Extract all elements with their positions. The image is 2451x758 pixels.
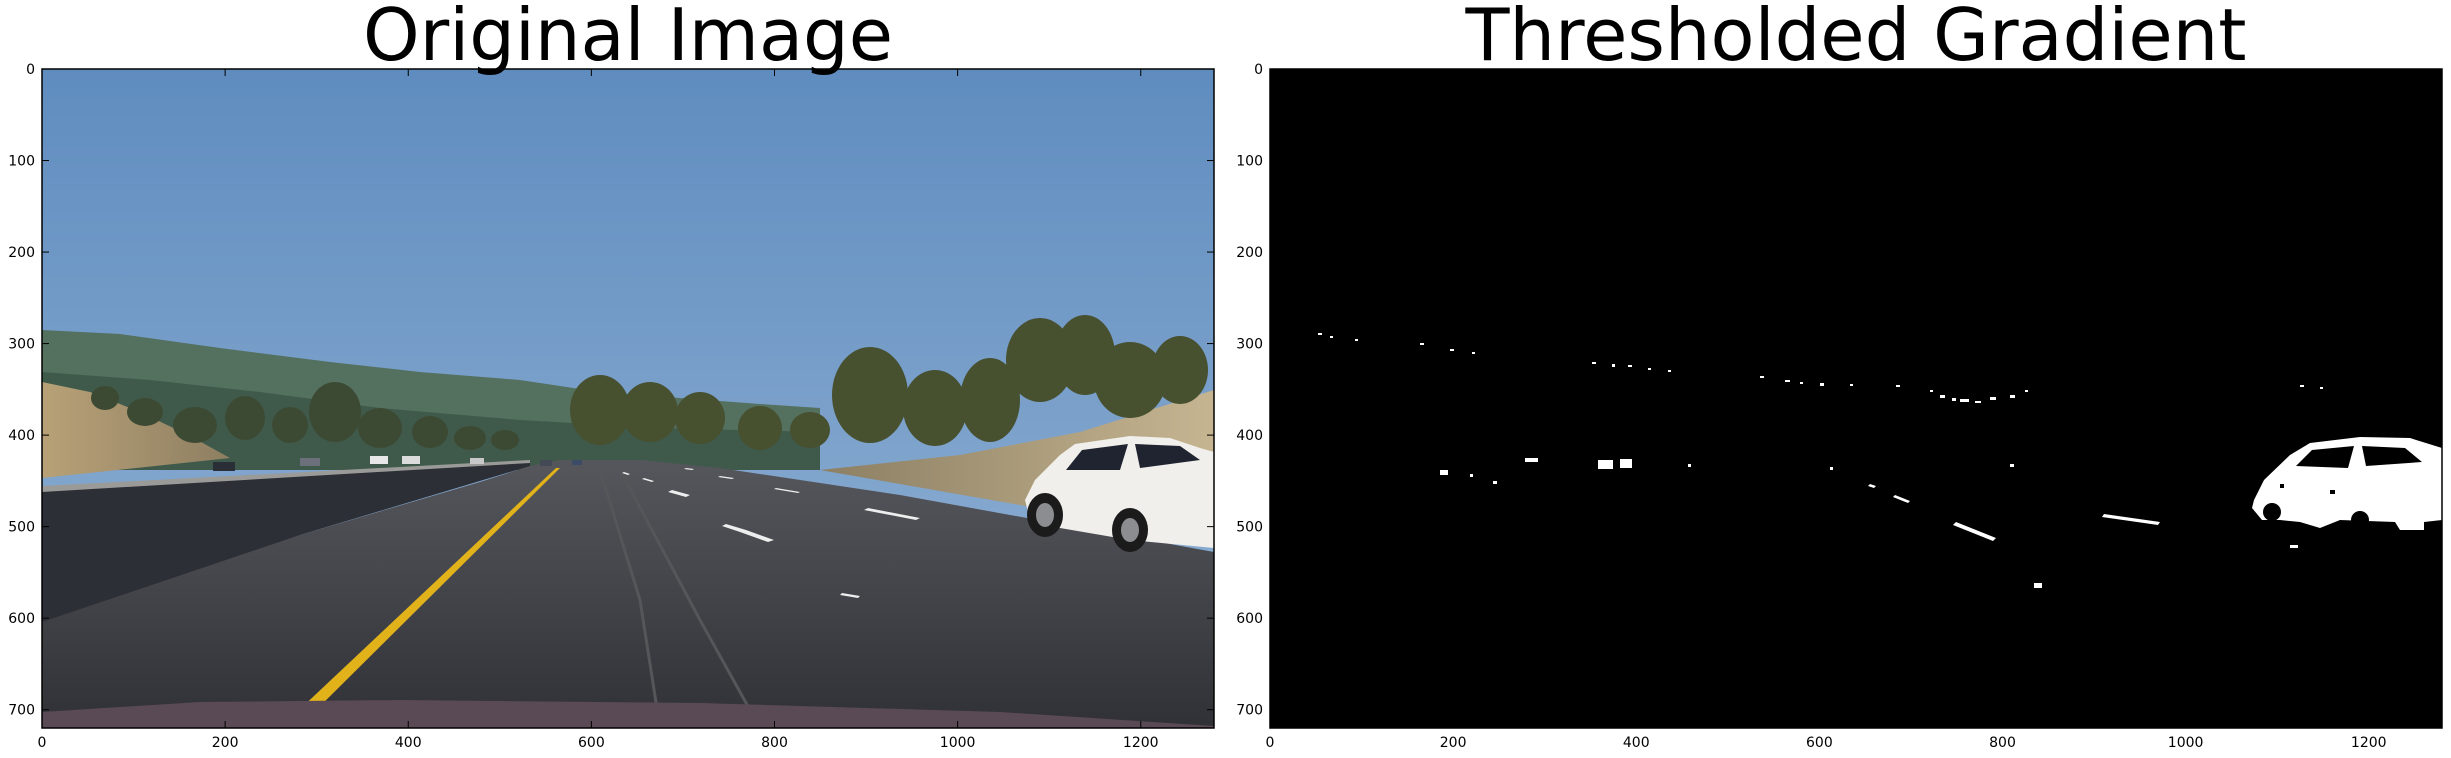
left-tree-line [91,382,519,450]
car-hood [42,700,1214,728]
thresholded-gradient-panel: 0 200 400 600 800 1000 1200 0 100 200 300 400 500 600… [1236,0,2443,751]
y-tick-label: 500 [8,520,35,536]
left-axes-frame [41,68,1215,729]
y-tick-label: 700 [8,703,35,719]
left-embankment [42,382,230,478]
y-tick-label: 400 [1236,428,1263,444]
road-surface [42,460,1214,728]
original-image-panel: 0 200 400 600 800 1000 1200 0 100 200 300 400 500 600… [8,0,1215,751]
left-axis-ticks: 0 200 400 600 800 1000 1200 0 100 200 300 400 500 600… [8,62,1214,751]
mask-car-gaps [2263,446,2422,529]
x-tick-label: 0 [38,735,47,751]
road-tracks [598,469,762,728]
y-tick-label: 300 [8,337,35,353]
x-tick-label: 600 [1806,735,1833,751]
right-axes-frame [1269,68,2443,729]
y-tick-label: 100 [8,154,35,170]
right-panel-title: Thresholded Gradient [1464,0,2246,77]
y-tick-label: 0 [1254,62,1263,78]
right-axis-ticks: 0 200 400 600 800 1000 1200 0 100 200 300 400 500 600… [1236,62,2442,751]
road-photo [42,69,1214,728]
distant-cars [213,456,582,471]
y-tick-label: 200 [1236,245,1263,261]
concrete-barrier [42,462,530,622]
y-tick-label: 700 [1236,703,1263,719]
barrier-top [42,460,530,492]
left-panel-title: Original Image [363,0,893,77]
x-tick-label: 0 [1266,735,1275,751]
x-tick-label: 200 [1440,735,1467,751]
yellow-lane-line [280,468,560,728]
x-tick-label: 400 [1623,735,1650,751]
y-tick-label: 500 [1236,520,1263,536]
x-tick-label: 400 [395,735,422,751]
y-tick-label: 100 [1236,154,1263,170]
x-tick-label: 800 [1989,735,2016,751]
x-tick-label: 800 [761,735,788,751]
mask-speck [2290,545,2298,548]
x-tick-label: 200 [212,735,239,751]
x-tick-label: 1200 [2351,735,2387,751]
right-tree-line [570,315,1208,450]
mask-background [1270,69,2442,728]
x-tick-label: 1200 [1123,735,1159,751]
y-tick-label: 600 [8,611,35,627]
y-tick-label: 0 [26,62,35,78]
y-tick-label: 400 [8,428,35,444]
x-tick-label: 1000 [940,735,976,751]
binary-mask [1270,69,2442,728]
white-sedan [1025,436,1214,552]
y-tick-label: 600 [1236,611,1263,627]
y-tick-label: 300 [1236,337,1263,353]
x-tick-label: 1000 [2168,735,2204,751]
y-tick-label: 200 [8,245,35,261]
x-tick-label: 600 [578,735,605,751]
white-lane-dashes [622,468,920,598]
